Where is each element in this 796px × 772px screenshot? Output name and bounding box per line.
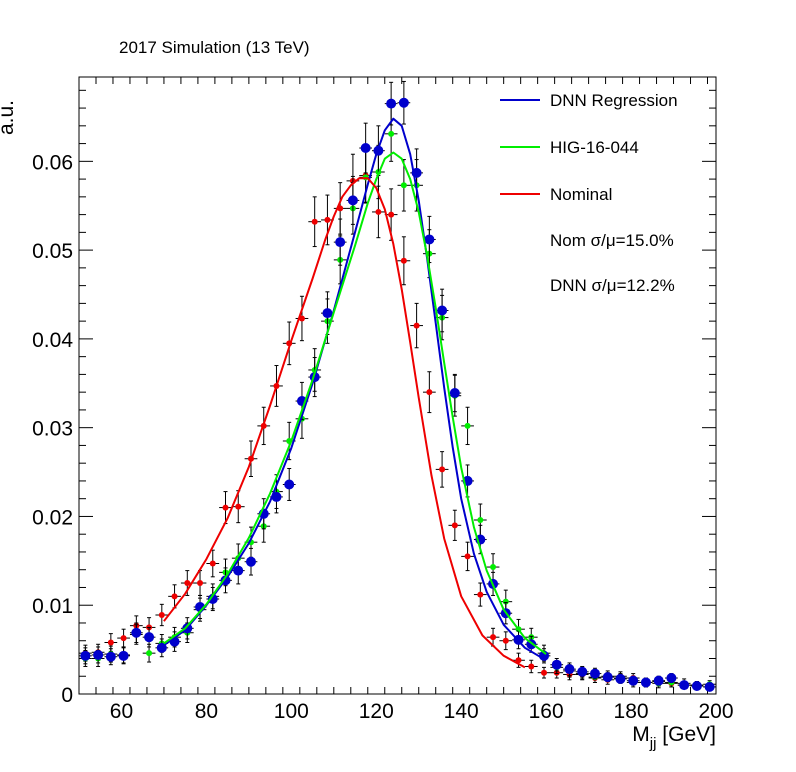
data-point <box>131 627 142 638</box>
data-point <box>541 669 548 676</box>
data-point <box>424 234 435 245</box>
x-tick-label: 200 <box>698 700 733 723</box>
data-point <box>653 675 664 686</box>
data-point <box>398 97 409 108</box>
data-point <box>347 195 358 206</box>
data-point <box>426 389 433 396</box>
data-point <box>233 565 244 576</box>
data-point <box>615 673 626 684</box>
data-point <box>679 680 690 691</box>
data-point <box>171 593 178 600</box>
x-tick-label: 100 <box>274 700 309 723</box>
y-tick-label: 0 <box>61 684 73 707</box>
legend-label: Nominal <box>550 185 612 204</box>
data-point <box>528 663 535 670</box>
x-tick-label: 160 <box>529 700 564 723</box>
data-point <box>388 211 395 218</box>
data-point <box>360 143 371 154</box>
data-point <box>640 677 651 688</box>
data-point <box>413 322 420 329</box>
data-point <box>209 560 216 567</box>
data-point <box>118 650 129 661</box>
data-point <box>451 522 458 529</box>
data-point <box>691 681 702 692</box>
data-point <box>386 98 397 109</box>
y-tick-label: 0.02 <box>32 506 73 529</box>
plot-area: 60 80 100 120 140 160 180 200 0 0.01 0.02 0.03 0.04 0… <box>32 76 734 723</box>
chart-header: 2017 Simulation (13 TeV) <box>119 38 310 57</box>
data-point <box>464 553 471 560</box>
data-point <box>490 634 497 641</box>
legend: DNN Regression HIG-16-044 Nominal Nom σ/μ=1… <box>500 91 678 295</box>
data-point <box>515 657 522 664</box>
data-point <box>477 591 484 598</box>
data-point <box>222 504 229 511</box>
data-point <box>400 182 407 189</box>
data-point <box>120 635 127 642</box>
fit-curve-hig-16-044 <box>163 151 547 655</box>
x-axis-title: Mjj [GeV] <box>632 723 716 752</box>
y-tick-label: 0.03 <box>32 418 73 441</box>
data-point <box>235 503 242 510</box>
data-point <box>551 659 562 670</box>
y-tick-label: 0.06 <box>32 151 73 174</box>
data-point <box>197 580 204 587</box>
data-point <box>589 668 600 679</box>
x-axis-title-subscript: jj <box>649 735 657 752</box>
data-point <box>564 664 575 675</box>
x-axis-title-main: M <box>632 723 650 746</box>
x-tick-label: 120 <box>359 700 394 723</box>
data-point <box>324 216 331 223</box>
data-point <box>144 632 155 643</box>
x-tick-label: 180 <box>614 700 649 723</box>
data-point <box>502 637 509 644</box>
fit-curve-dnn-regression <box>163 117 547 662</box>
x-axis-title-unit: [GeV] <box>656 723 716 746</box>
annotation-resolution: Nom σ/μ=15.0% <box>550 231 674 250</box>
data-point <box>184 580 191 587</box>
x-tick-label: 60 <box>110 700 133 723</box>
x-tick-label: 140 <box>444 700 479 723</box>
data-point <box>284 479 295 490</box>
data-point <box>271 491 282 502</box>
data-point <box>335 237 346 248</box>
data-point <box>245 556 256 567</box>
legend-label: DNN Regression <box>550 91 678 110</box>
data-point <box>628 675 639 686</box>
legend-label: HIG-16-044 <box>550 138 639 157</box>
data-point <box>93 649 104 660</box>
data-point <box>322 308 333 319</box>
data-point <box>577 666 588 677</box>
data-point <box>490 564 497 571</box>
y-axis-title: a.u. <box>0 100 18 135</box>
data-point <box>502 598 509 605</box>
fit-curve-nominal <box>163 177 526 669</box>
y-tick-label: 0.01 <box>32 595 73 618</box>
data-point <box>105 651 116 662</box>
data-point <box>388 130 395 137</box>
data-point <box>464 422 471 429</box>
data-point <box>158 611 165 618</box>
data-point <box>477 516 484 523</box>
data-point <box>437 305 448 316</box>
plot-frame <box>78 76 717 695</box>
annotation-resolution: DNN σ/μ=12.2% <box>550 276 675 295</box>
data-point <box>146 650 153 657</box>
data-point <box>704 681 715 692</box>
data-point <box>449 388 460 399</box>
data-point <box>666 673 677 684</box>
data-point <box>375 208 382 215</box>
data-point <box>107 639 114 646</box>
data-point <box>439 466 446 473</box>
data-point <box>80 650 91 661</box>
data-point <box>400 257 407 264</box>
x-tick-label: 80 <box>195 700 218 723</box>
y-tick-label: 0.04 <box>32 329 73 352</box>
y-tick-label: 0.05 <box>32 240 73 263</box>
data-point <box>602 672 613 683</box>
data-point <box>311 218 318 225</box>
